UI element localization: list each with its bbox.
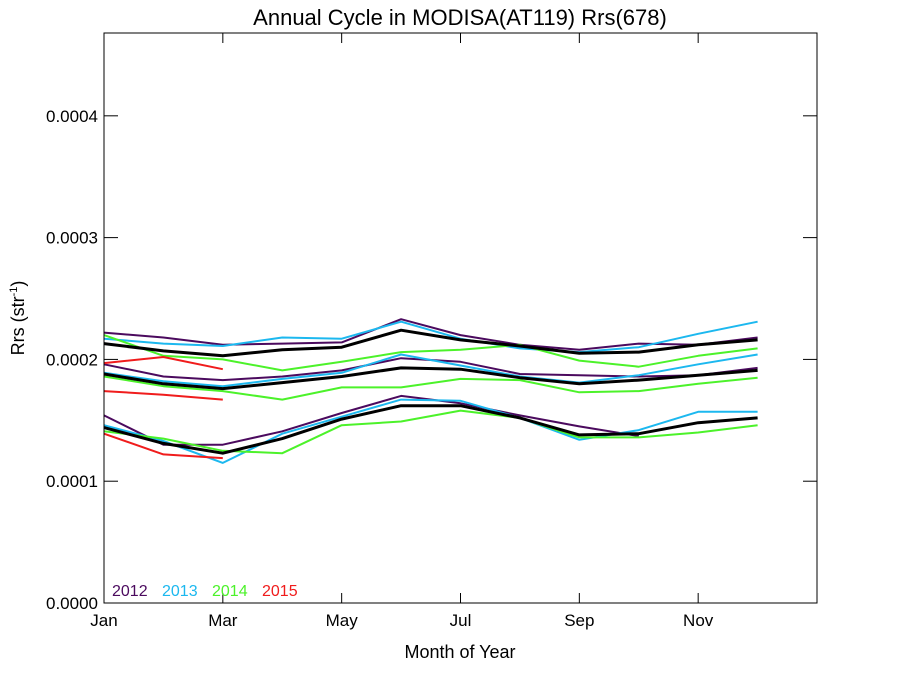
legend: 2012 2013 2014 2015 <box>112 583 298 600</box>
y-axis-label-exponent: -1 <box>8 287 20 297</box>
series-line-5 <box>103 353 758 388</box>
y-axis-label: Rrs (str-1) <box>8 281 28 356</box>
x-tick-label: Jul <box>450 611 472 630</box>
legend-entry: 2012 <box>112 583 148 600</box>
series-line-7 <box>103 334 758 372</box>
plot-frame <box>103 32 818 604</box>
series-line-13 <box>103 328 758 358</box>
y-tick-label: 0.0004 <box>46 107 98 126</box>
series-line-10 <box>103 356 224 371</box>
y-tick-label: 0.0000 <box>46 594 98 613</box>
chart-title: Annual Cycle in MODISA(AT119) Rrs(678) <box>253 5 667 30</box>
legend-entry: 2013 <box>162 583 198 600</box>
x-axis-label: Month of Year <box>404 642 515 662</box>
legend-entry: 2015 <box>262 583 298 600</box>
series-line-14 <box>103 366 758 391</box>
y-axis-label-main: Rrs (str <box>8 296 28 355</box>
x-tick-label: Jan <box>90 611 117 630</box>
y-tick-label: 0.0002 <box>46 350 98 369</box>
x-tick-label: Sep <box>564 611 594 630</box>
series-line-4 <box>103 320 758 354</box>
series-line-9 <box>103 409 758 455</box>
series-line-15 <box>103 404 758 455</box>
series-line-3 <box>103 394 639 446</box>
x-tick-label: Mar <box>208 611 238 630</box>
series-line-11 <box>103 390 223 401</box>
x-tick-label: Nov <box>683 611 714 630</box>
y-axis: 0.0000 0.0001 0.0002 0.0003 0.0004 <box>46 107 817 613</box>
series-line-6 <box>103 398 758 464</box>
legend-entry: 2014 <box>212 583 248 600</box>
x-tick-label: May <box>326 611 359 630</box>
y-tick-label: 0.0001 <box>46 472 98 491</box>
y-tick-label: 0.0003 <box>46 229 98 248</box>
series-line-8 <box>103 375 758 401</box>
x-axis: Jan Mar May Jul Sep Nov <box>90 33 714 630</box>
series-line-12 <box>103 432 223 460</box>
plot-series-group <box>103 318 758 464</box>
series-line-1 <box>103 318 758 351</box>
y-axis-label-close: ) <box>8 281 28 287</box>
